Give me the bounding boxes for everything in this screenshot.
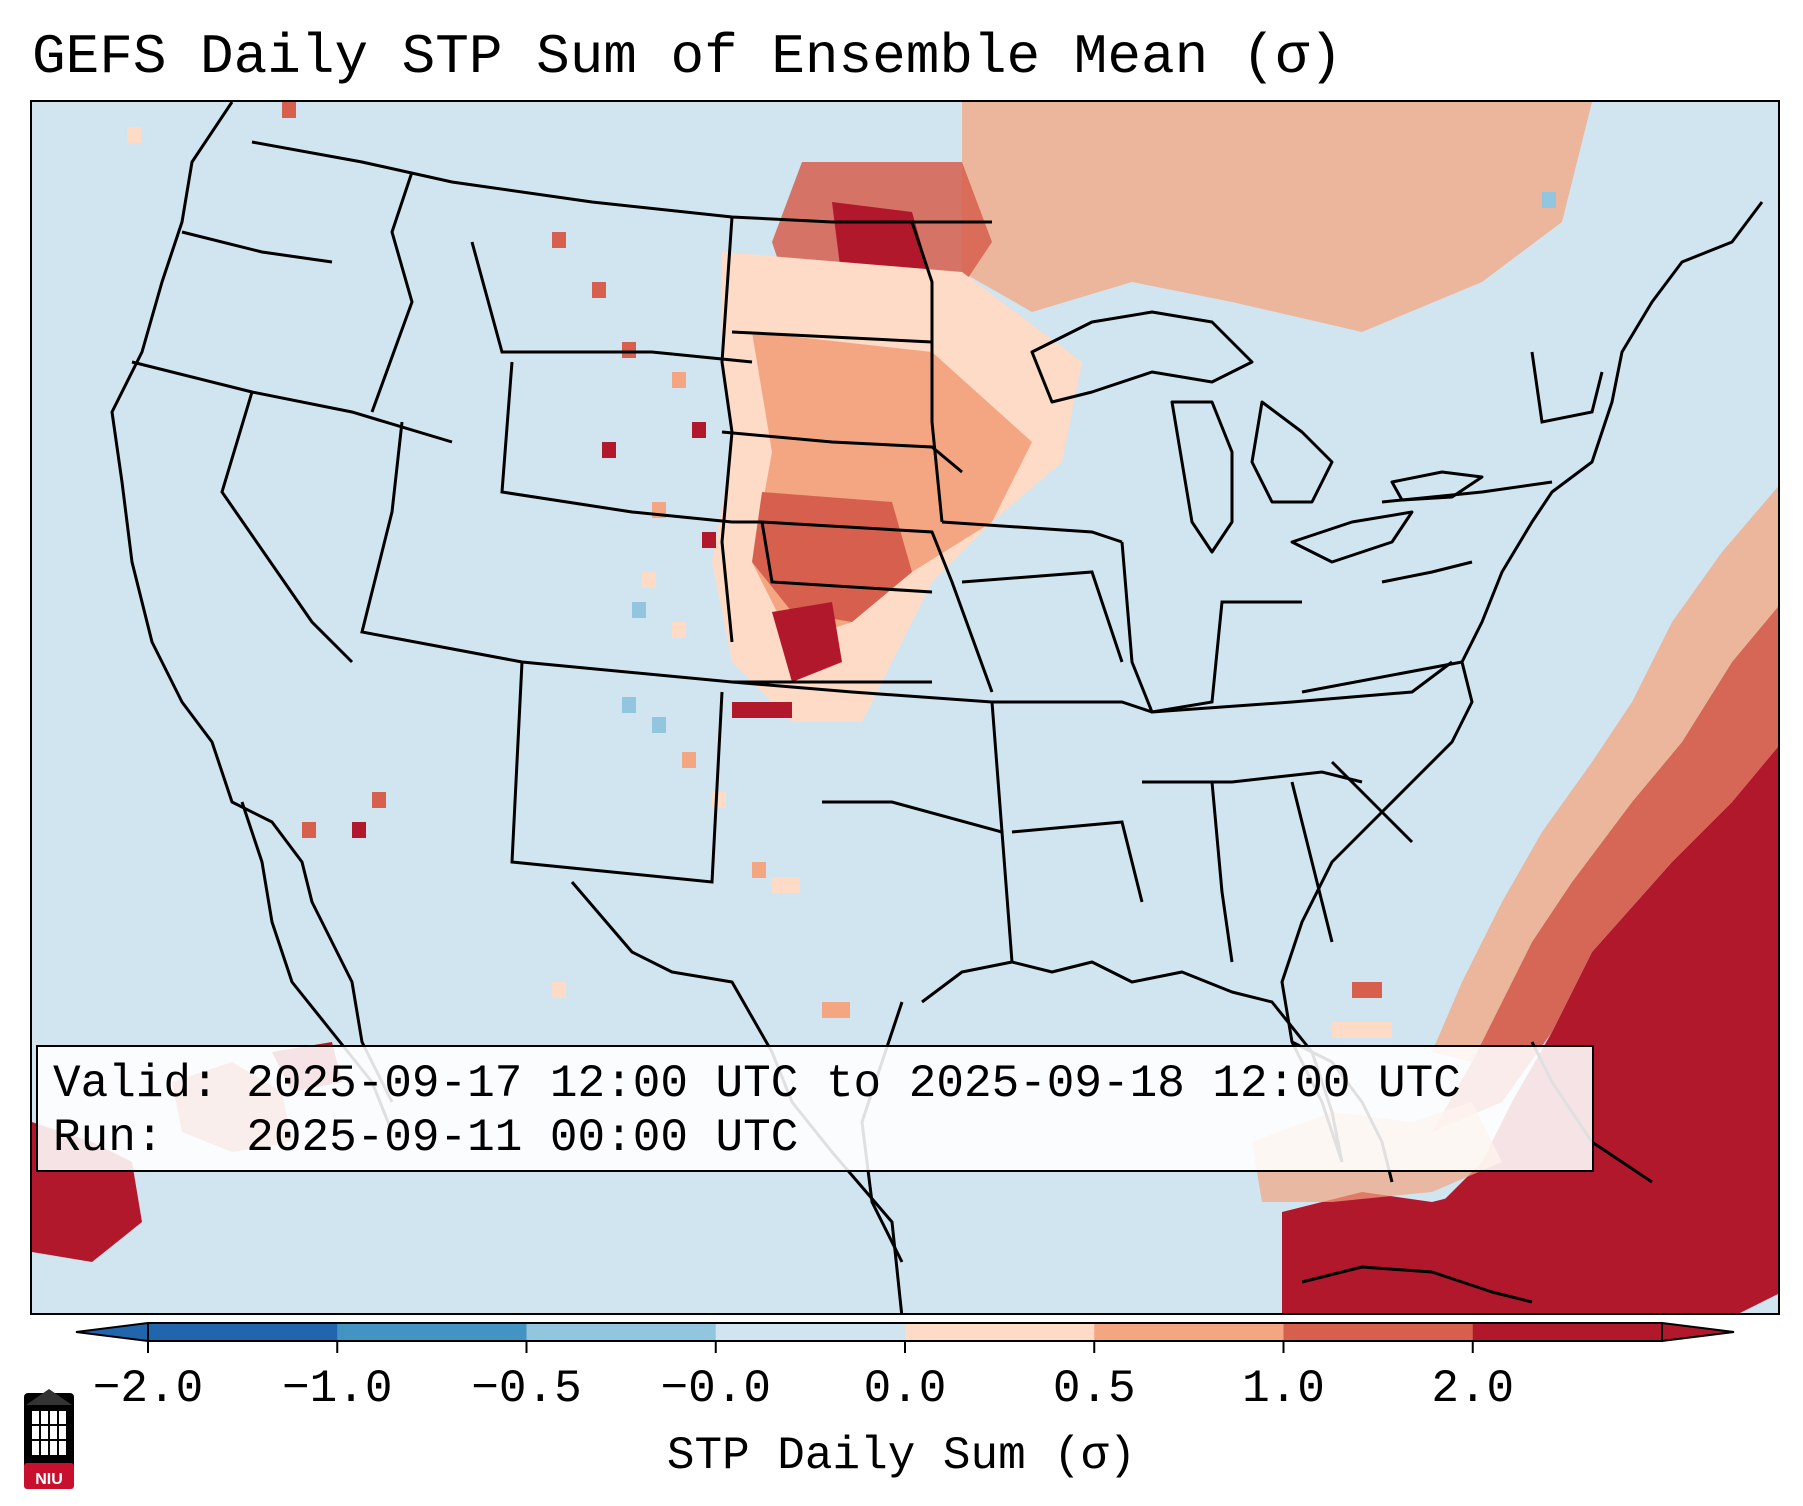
border-tx-la: [822, 800, 1014, 963]
colorbar-segments: [75, 1321, 1735, 1343]
caribbean-anomaly-region: [1282, 1182, 1552, 1313]
border-sd-ne: [721, 430, 963, 474]
valid-run-info-box: Valid: 2025-09-17 12:00 UTC to 2025-09-1…: [36, 1045, 1594, 1172]
border-al-ga: [1290, 781, 1334, 943]
colorbar-segment-7: [1472, 1323, 1663, 1341]
east-coast: [1280, 201, 1764, 1163]
border-co-ks: [732, 520, 994, 693]
border-wy-co: [500, 361, 733, 524]
kansas-core-anomaly: [772, 602, 842, 682]
valid-row: Valid: 2025-09-17 12:00 UTC to 2025-09-1…: [53, 1057, 1592, 1111]
great-lakes-superior: [1030, 310, 1254, 404]
colorbar-segment-6: [1283, 1323, 1474, 1341]
us-canada-border: [251, 140, 992, 224]
colorbar-segment-3: [715, 1323, 906, 1341]
border-nd-mn: [910, 221, 944, 523]
great-lakes-michigan: [1170, 400, 1234, 554]
border-pa-ny: [1381, 480, 1553, 504]
border-ga-sc: [1330, 760, 1414, 844]
colorbar-tick-label-2: −0.5: [471, 1363, 582, 1415]
atlantic-moderate-anomaly-region: [1432, 606, 1778, 1132]
border-nm-tx: [510, 661, 724, 884]
canada-anomaly-region: [962, 102, 1592, 332]
colorbar-tick-label-4: 0.0: [863, 1363, 947, 1415]
colorbar-segment-5: [1094, 1323, 1284, 1341]
colorbar-segment-0: [148, 1323, 338, 1341]
colorbar-tick-label-3: −0.0: [660, 1363, 771, 1415]
colorbar-tick-label-0: −2.0: [92, 1363, 204, 1415]
border-pa-wv: [1381, 560, 1473, 584]
border-ar-la-ms: [1011, 820, 1144, 903]
great-lakes-ontario: [1390, 470, 1484, 502]
colorbar-segment-4: [905, 1323, 1095, 1341]
border-ca-nv: [220, 391, 354, 664]
border-ky-tn: [1151, 660, 1453, 714]
border-ms-al: [1210, 781, 1234, 963]
colorbar-label: STP Daily Sum (σ): [666, 1430, 1137, 1482]
run-label: Run:: [53, 1112, 164, 1164]
border-wa-or: [181, 230, 333, 264]
border-ne-ks: [760, 521, 933, 594]
border-nd-sd: [731, 330, 933, 344]
colorbar-segment-1: [337, 1323, 527, 1341]
colorbar-segment-2: [526, 1323, 717, 1341]
us-west-coast: [110, 102, 394, 1103]
border-nc-va: [1301, 660, 1463, 694]
colorbar-outline: [147, 1322, 1663, 1342]
border-mt-wy: [470, 241, 753, 364]
border-mo-ar: [992, 700, 1153, 714]
run-value: 2025-09-11 00:00 UTC: [246, 1112, 799, 1164]
great-lakes-huron: [1250, 400, 1334, 504]
colorbar-tick-label-5: 0.5: [1052, 1363, 1136, 1415]
great-lakes-erie: [1290, 510, 1414, 564]
university-tower-icon: NIU: [20, 1385, 78, 1495]
atlantic-high-anomaly-region: [1282, 746, 1778, 1313]
scattered-anomaly-pixels: [127, 102, 1556, 1038]
border-mn-ia-wi: [941, 520, 1123, 544]
colorbar-tick-label-7: 2.0: [1431, 1363, 1515, 1415]
border-ne-states: [1530, 351, 1604, 424]
border-tn-ms-al: [1142, 770, 1363, 784]
colorbar-tick-label-1: −1.0: [282, 1363, 393, 1415]
state-boundaries: [131, 140, 1604, 963]
border-ok: [731, 680, 1004, 833]
border-ut-az: [360, 421, 932, 684]
border-il-in-oh: [1120, 541, 1302, 714]
colorbar-min-arrow: [75, 1321, 149, 1343]
chart-title: GEFS Daily STP Sum of Ensemble Mean (σ): [32, 25, 1343, 89]
valid-label: Valid:: [53, 1058, 219, 1110]
border-ia-mo: [961, 570, 1124, 663]
colorbar-ticks: [147, 1341, 1474, 1353]
run-row: Run: 2025-09-11 00:00 UTC: [53, 1111, 1592, 1165]
border-id: [370, 171, 414, 413]
logo-text: NIU: [35, 1471, 63, 1488]
valid-value: 2025-09-17 12:00 UTC to 2025-09-18 12:00…: [246, 1058, 1461, 1110]
colorbar-max-arrow: [1661, 1321, 1735, 1343]
atlantic-light-anomaly-region: [1432, 486, 1778, 1062]
cuba: [1301, 1265, 1533, 1304]
colorbar-tick-label-6: 1.0: [1242, 1363, 1325, 1415]
